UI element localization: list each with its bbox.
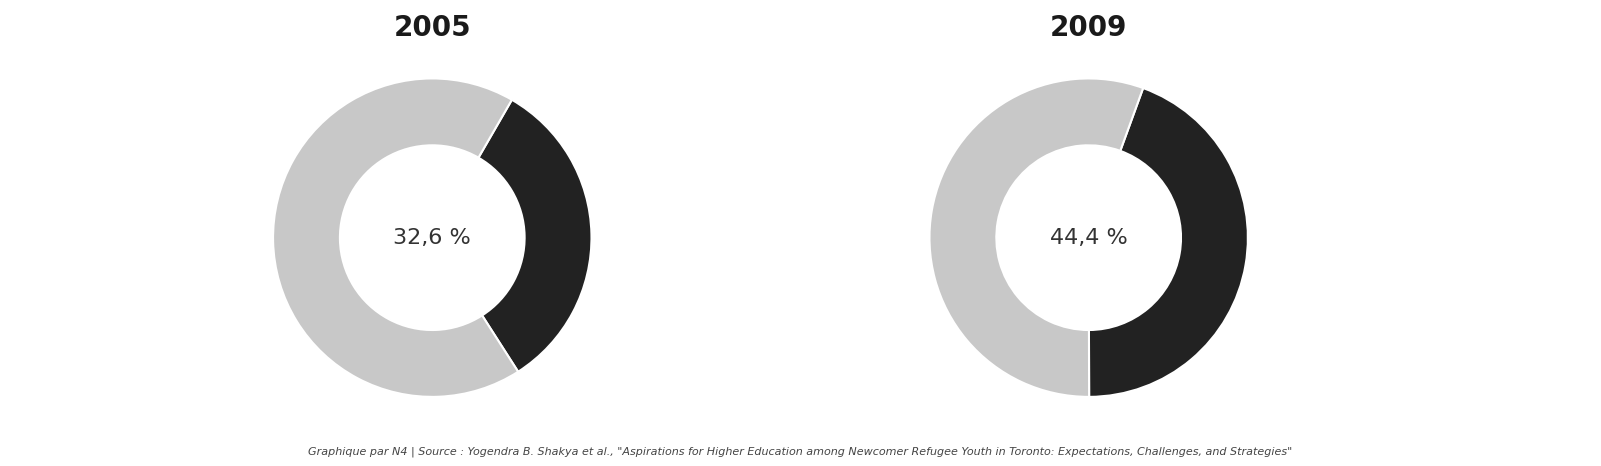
Text: 2009: 2009: [1050, 14, 1127, 42]
Text: Graphique par N4 | Source : Yogendra B. Shakya et al., "Aspirations for Higher E: Graphique par N4 | Source : Yogendra B. …: [309, 446, 1292, 457]
Wedge shape: [274, 78, 519, 397]
Wedge shape: [479, 100, 591, 372]
Text: 32,6 %: 32,6 %: [394, 228, 471, 247]
Text: 44,4 %: 44,4 %: [1050, 228, 1127, 247]
Wedge shape: [1089, 88, 1247, 397]
Wedge shape: [930, 78, 1143, 397]
Text: 2005: 2005: [394, 14, 471, 42]
